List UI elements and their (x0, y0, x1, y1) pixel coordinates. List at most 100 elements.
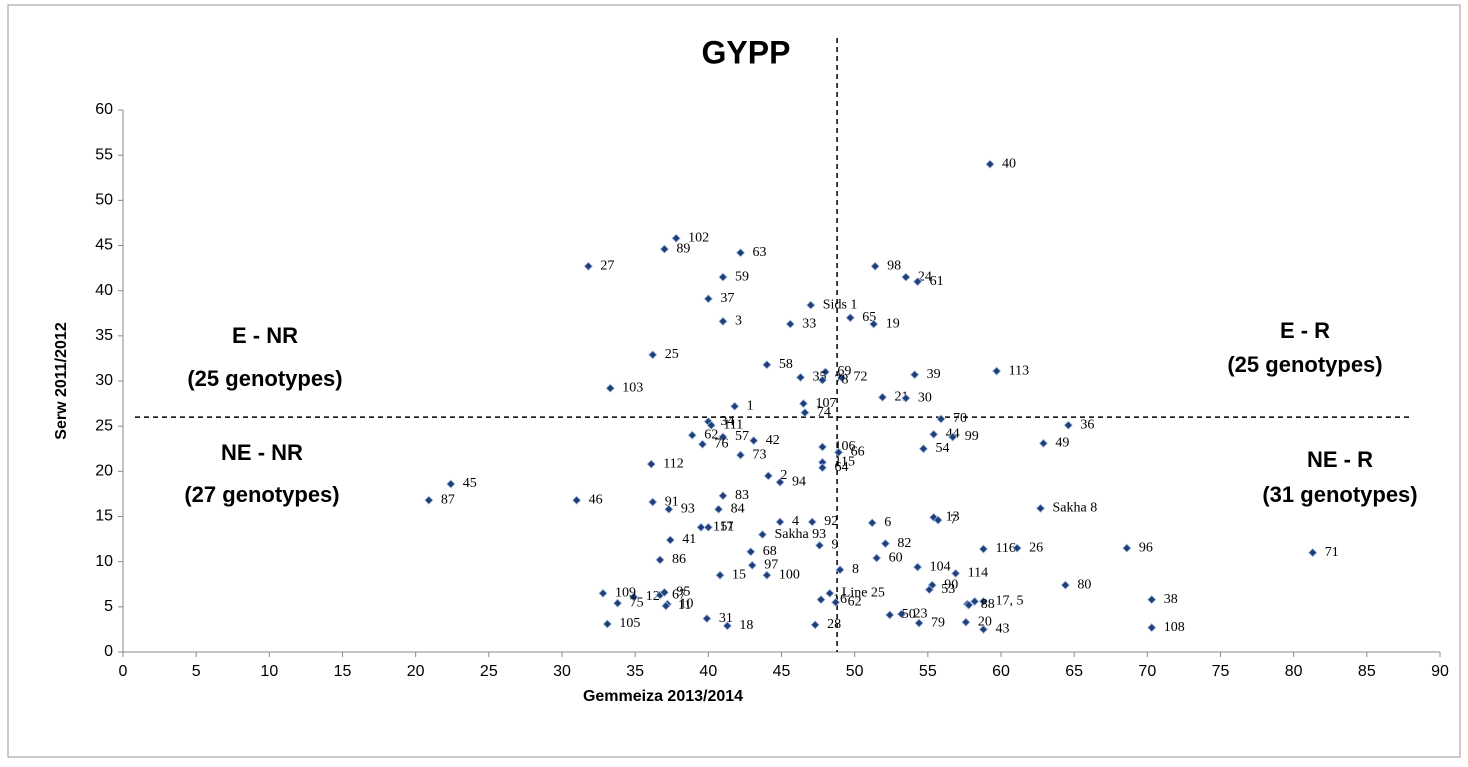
point-label: 70 (953, 411, 967, 426)
point (659, 244, 669, 254)
point-label: 60 (889, 550, 903, 565)
point-label: 88 (981, 597, 995, 612)
y-tick-label: 35 (95, 327, 113, 344)
point-label: 15 (732, 567, 746, 582)
y-tick-label: 5 (104, 598, 113, 615)
x-tick-label: 40 (699, 663, 717, 680)
point-label: 86 (672, 552, 686, 567)
point (1147, 595, 1157, 605)
point-label: 23 (913, 606, 927, 621)
point-label: 11 (678, 598, 691, 613)
point-label: Sakha 93 (774, 527, 826, 542)
point (817, 442, 828, 452)
point (602, 619, 612, 629)
point (718, 272, 728, 282)
point-label: 4 (792, 514, 799, 529)
point (948, 432, 958, 442)
x-tick-label: 80 (1285, 663, 1303, 680)
point-label: Sids 1 (823, 297, 858, 312)
point (816, 595, 826, 605)
point-label: 8 (852, 562, 859, 577)
point-label: 61 (930, 274, 944, 289)
point (924, 585, 934, 595)
point (964, 600, 974, 610)
x-tick-label: 50 (846, 663, 864, 680)
point-label: 34 (720, 414, 734, 429)
point-label: 39 (927, 367, 941, 382)
point-label: 73 (753, 447, 767, 462)
point-label: 45 (463, 476, 477, 491)
point (1012, 543, 1022, 553)
point (747, 560, 757, 570)
y-tick-label: 60 (95, 101, 113, 118)
point-label: 49 (1055, 436, 1069, 451)
point (1038, 438, 1049, 448)
point (664, 504, 674, 514)
point (817, 375, 828, 385)
point-label: 115 (834, 455, 854, 470)
point (735, 450, 746, 460)
point (936, 414, 946, 424)
point (718, 316, 728, 326)
point-label: 2 (780, 468, 787, 483)
point-label: 59 (735, 269, 749, 284)
point (798, 399, 809, 409)
y-tick-label: 20 (95, 463, 113, 480)
point (872, 553, 882, 563)
point (661, 601, 671, 611)
point-label: 7 (950, 512, 957, 527)
point (687, 430, 697, 440)
point-label: 18 (739, 618, 753, 633)
point (978, 544, 989, 554)
point (572, 495, 582, 505)
point-label: 74 (817, 405, 831, 420)
y-tick-label: 40 (95, 282, 113, 299)
point-label: 80 (1077, 577, 1091, 592)
point (978, 624, 989, 634)
point-label: 113 (1009, 363, 1029, 378)
point-label: 102 (688, 230, 709, 245)
point-label: Line 25 (842, 586, 885, 601)
point (659, 587, 669, 597)
point-label: 96 (1139, 540, 1153, 555)
point (1063, 420, 1073, 430)
point (867, 518, 877, 528)
point-label: 62 (848, 595, 862, 610)
quadrant-label: E - NR (232, 323, 298, 348)
point (775, 517, 785, 527)
point (702, 614, 712, 624)
x-tick-label: 45 (773, 663, 791, 680)
point-label: 58 (779, 357, 793, 372)
point (1035, 503, 1046, 513)
point-label: 51 (720, 520, 734, 535)
point-label: 54 (935, 441, 949, 456)
x-tick-label: 55 (919, 663, 937, 680)
point (646, 459, 656, 469)
point-label: 89 (676, 241, 690, 256)
point (835, 565, 845, 575)
point (1308, 548, 1318, 558)
point-label: 111 (723, 417, 743, 432)
y-tick-label: 50 (95, 192, 113, 209)
point (763, 471, 773, 481)
point-label: 33 (802, 316, 816, 331)
x-tick-label: 10 (260, 663, 278, 680)
point (696, 522, 706, 532)
point (722, 621, 732, 631)
y-tick-label: 10 (95, 553, 113, 570)
point-label: 38 (1164, 592, 1178, 607)
point-label: 12 (646, 589, 660, 604)
point (825, 588, 835, 598)
point (613, 598, 623, 608)
point (1122, 543, 1132, 553)
point-label: 68 (763, 544, 777, 559)
point (870, 261, 880, 271)
point (961, 617, 971, 627)
x-tick-label: 20 (407, 663, 425, 680)
point-label: 92 (824, 514, 838, 529)
point (730, 401, 740, 411)
point-label: 107 (815, 396, 836, 411)
chart-title: GYPP (702, 34, 791, 70)
point-label: 66 (851, 445, 865, 460)
